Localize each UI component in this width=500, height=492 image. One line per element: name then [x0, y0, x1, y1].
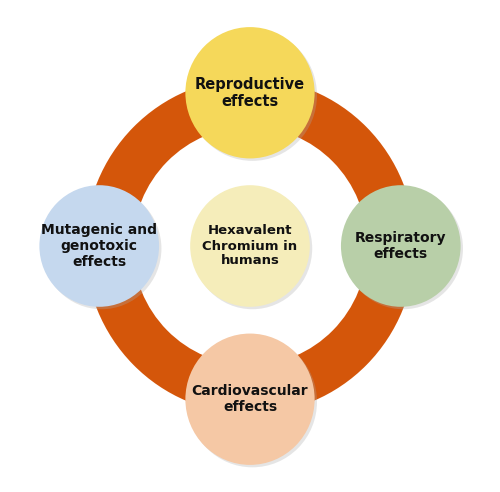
Circle shape	[188, 30, 317, 161]
Circle shape	[186, 27, 314, 158]
Circle shape	[190, 185, 310, 307]
Circle shape	[344, 187, 463, 309]
Circle shape	[341, 185, 460, 307]
Circle shape	[42, 187, 162, 309]
Text: Reproductive
effects: Reproductive effects	[195, 77, 305, 109]
Circle shape	[40, 185, 159, 307]
Circle shape	[132, 127, 368, 365]
Circle shape	[188, 336, 317, 467]
Text: Respiratory
effects: Respiratory effects	[355, 231, 446, 261]
Circle shape	[192, 187, 312, 309]
Text: Mutagenic and
genotoxic
effects: Mutagenic and genotoxic effects	[41, 223, 157, 269]
Text: Cardiovascular
effects: Cardiovascular effects	[192, 384, 308, 414]
Circle shape	[85, 78, 415, 414]
Text: Hexavalent
Chromium in
humans: Hexavalent Chromium in humans	[202, 224, 298, 268]
Circle shape	[186, 334, 314, 465]
